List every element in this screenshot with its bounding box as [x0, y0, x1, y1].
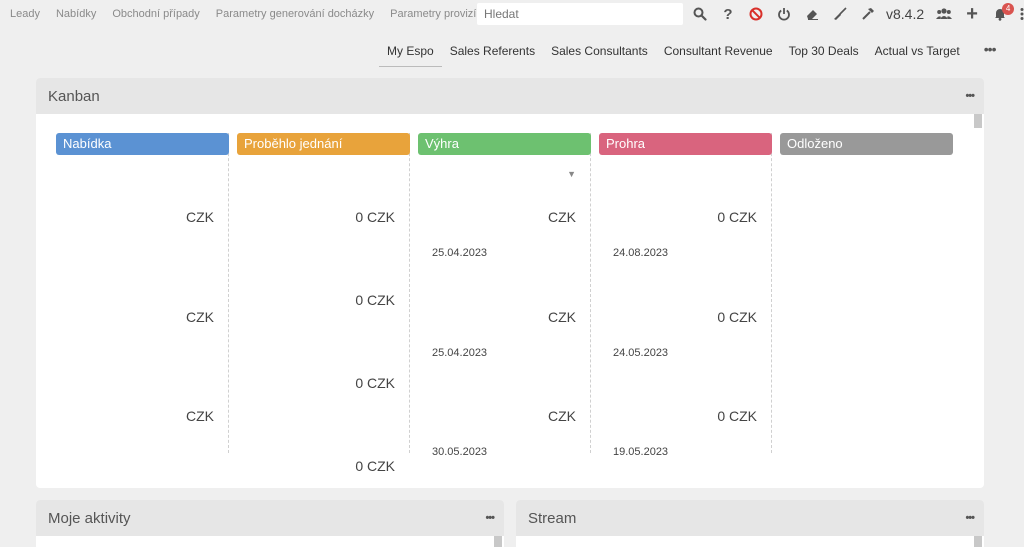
kanban-column: Výhra ▼ CZK 25.04.2023 CZK 25.04.2023 CZK 30.05… [418, 133, 591, 458]
kanban-column-header[interactable]: Proběhlo jednání [237, 133, 410, 155]
kanban-panel-menu-button[interactable]: ••• [965, 90, 975, 102]
kanban-card-amount[interactable]: 0 CZK [355, 292, 395, 308]
kanban-card-amount[interactable]: CZK [186, 309, 214, 325]
kanban-card-amount[interactable]: 0 CZK [355, 375, 395, 391]
kanban-card-amount[interactable]: 0 CZK [355, 458, 395, 474]
power-icon[interactable] [774, 4, 794, 24]
dashboard-tabs: My Espo Sales Referents Sales Consultant… [379, 40, 997, 68]
more-vertical-icon[interactable] [1018, 4, 1024, 24]
kanban-card-amount[interactable]: CZK [548, 408, 576, 424]
tab-consultant-revenue[interactable]: Consultant Revenue [663, 44, 773, 58]
kanban-card-date: 24.08.2023 [613, 247, 669, 259]
kanban-column: Prohra 0 CZK 24.08.2023 0 CZK 24.05.2023 0 CZ… [599, 133, 772, 458]
bell-icon[interactable]: 4 [990, 3, 1015, 24]
kanban-card-date: 25.04.2023 [432, 347, 488, 359]
tab-top-30-deals[interactable]: Top 30 Deals [788, 44, 859, 58]
nav-link-parametry-dochazky[interactable]: Parametry generování docházky [215, 8, 375, 20]
search-icon[interactable] [690, 4, 710, 24]
tab-actual-vs-target[interactable]: Actual vs Target [874, 44, 960, 58]
activities-panel-menu-button[interactable]: ••• [485, 512, 495, 524]
kanban-board: Nabídka CZK CZK CZK Proběhlo jednání 0 CZK 0 C… [56, 133, 956, 474]
global-search-input[interactable] [477, 3, 683, 25]
kanban-card-date: 19.05.2023 [613, 446, 669, 458]
eraser-icon[interactable] [802, 4, 822, 24]
kanban-card-amount[interactable]: 0 CZK [717, 309, 757, 325]
block-icon[interactable] [746, 4, 766, 24]
kanban-card-date: 25.04.2023 [432, 247, 488, 259]
help-icon[interactable]: ? [723, 5, 733, 23]
kanban-card-amount[interactable]: CZK [186, 408, 214, 424]
version-label: v8.4.2 [886, 6, 925, 22]
top-navbar: Leady Nabídky Obchodní případy Parametry… [0, 0, 1024, 28]
kanban-card-amount[interactable]: 0 CZK [717, 408, 757, 424]
activities-panel: Moje aktivity ••• [36, 500, 504, 547]
stream-panel-header: Stream ••• [516, 500, 984, 536]
kanban-column-header[interactable]: Odloženo [780, 133, 953, 155]
kanban-panel: Kanban ••• Nabídka CZK CZK CZK Proběhlo jedn… [36, 78, 984, 488]
kanban-card-amount[interactable]: CZK [548, 309, 576, 325]
kanban-card-amount[interactable]: 0 CZK [717, 209, 757, 225]
stream-scrollbar[interactable] [974, 536, 982, 547]
kanban-card-amount[interactable]: CZK [548, 209, 576, 225]
kanban-scrollbar[interactable] [974, 114, 982, 128]
stream-panel-menu-button[interactable]: ••• [965, 512, 975, 524]
stream-panel: Stream ••• [516, 500, 984, 547]
kanban-column-header[interactable]: Nabídka [56, 133, 229, 155]
kanban-panel-header: Kanban ••• [36, 78, 984, 114]
tab-sales-referents[interactable]: Sales Referents [449, 44, 536, 58]
card-dropdown-caret-icon[interactable]: ▼ [567, 169, 576, 179]
tabs-more-button[interactable]: ••• [983, 41, 997, 57]
kanban-column-header[interactable]: Výhra [418, 133, 591, 155]
kanban-column: Odloženo [780, 133, 953, 453]
kanban-column: Proběhlo jednání 0 CZK 0 CZK 0 CZK 0 CZK [237, 133, 410, 474]
hammer-icon[interactable] [858, 4, 878, 24]
nav-link-leady[interactable]: Leady [10, 8, 40, 20]
kanban-column-header[interactable]: Prohra [599, 133, 772, 155]
kanban-card-amount[interactable]: 0 CZK [355, 209, 395, 225]
nav-links: Leady Nabídky Obchodní případy Parametry… [0, 8, 492, 20]
tab-my-espo[interactable]: My Espo [379, 40, 442, 67]
tab-sales-consultants[interactable]: Sales Consultants [551, 44, 648, 58]
activities-scrollbar[interactable] [494, 536, 502, 547]
nav-link-obchodni-pripady[interactable]: Obchodní případy [112, 8, 200, 20]
notification-badge: 4 [1002, 3, 1015, 15]
users-icon[interactable] [934, 4, 954, 24]
kanban-card-amount[interactable]: CZK [186, 209, 214, 225]
broom-icon[interactable] [830, 4, 850, 24]
kanban-panel-title: Kanban [48, 87, 100, 105]
nav-link-parametry-provizi[interactable]: Parametry provizí [390, 8, 477, 20]
nav-link-nabidky[interactable]: Nabídky [55, 8, 97, 20]
kanban-column: Nabídka CZK CZK CZK [56, 133, 229, 453]
kanban-card-date: 30.05.2023 [432, 446, 488, 458]
add-icon[interactable]: + [966, 2, 978, 25]
nav-icons: ? v8.4.2 + 4 [690, 0, 1024, 28]
kanban-card-date: 24.05.2023 [613, 347, 669, 359]
stream-panel-title: Stream [528, 509, 577, 527]
activities-panel-header: Moje aktivity ••• [36, 500, 504, 536]
activities-panel-title: Moje aktivity [48, 509, 131, 527]
